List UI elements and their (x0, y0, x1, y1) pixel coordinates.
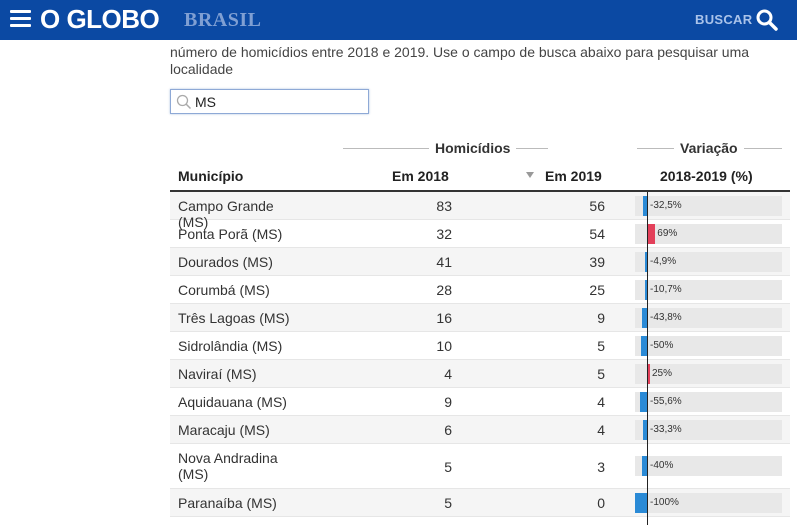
table-row: Naviraí (MS) 4 5 25% (170, 360, 790, 388)
table-row: Aquidauana (MS) 9 4 -55,6% (170, 388, 790, 416)
variation-bar-track: -32,5% (635, 196, 782, 216)
variation-bar-track: -100% (635, 493, 782, 513)
homicidios-2019: 4 (597, 422, 605, 438)
municipio-name: Aquidauana (MS) (178, 394, 287, 410)
column-header-municipio[interactable]: Município (178, 168, 244, 184)
homicidios-2018: 4 (444, 366, 452, 382)
homicidios-2019: 4 (597, 394, 605, 410)
municipio-name: Nova Andradina (MS) (178, 450, 278, 482)
homicidios-2019: 39 (589, 254, 605, 270)
variation-label: -4,9% (650, 256, 677, 267)
group-header-variacao: Variação (674, 140, 744, 156)
table-row: Dourados (MS) 41 39 -4,9% (170, 248, 790, 276)
variation-label: -43,8% (650, 312, 682, 323)
table-row: Três Lagoas (MS) 16 9 -43,8% (170, 304, 790, 332)
municipio-name: Ponta Porã (MS) (178, 226, 283, 242)
variation-bar (640, 392, 647, 412)
search-icon (176, 94, 192, 110)
variation-label: -10,7% (650, 284, 682, 295)
municipio-name: Paranaíba (MS) (178, 495, 277, 511)
municipio-name: Três Lagoas (MS) (178, 310, 290, 326)
variation-bar-track: -10,7% (635, 280, 782, 300)
variation-bar (641, 336, 647, 356)
variation-bar-track: -43,8% (635, 308, 782, 328)
homicidios-2018: 28 (436, 282, 452, 298)
homicidios-2019: 5 (597, 338, 605, 354)
zero-axis-line (647, 192, 648, 525)
homicidios-2019: 9 (597, 310, 605, 326)
variation-label: -100% (650, 497, 679, 508)
table-row: Campo Grande (MS) 83 56 -32,5% (170, 192, 790, 230)
table-row: Sidrolândia (MS) 10 5 -50% (170, 332, 790, 360)
variation-bar (635, 493, 647, 513)
site-logo[interactable]: O GLOBO (40, 4, 160, 34)
search-label[interactable]: BUSCAR (695, 12, 753, 27)
column-header-variacao[interactable]: 2018-2019 (%) (660, 168, 753, 184)
variation-bar (642, 456, 647, 476)
homicidios-2019: 25 (589, 282, 605, 298)
variation-bar-track: 25% (635, 364, 782, 384)
variation-bar-track: 69% (635, 224, 782, 244)
municipio-name: Dourados (MS) (178, 254, 273, 270)
sort-descending-icon[interactable] (526, 172, 534, 178)
variation-bar (643, 196, 647, 216)
search-field[interactable] (170, 89, 369, 114)
hamburger-menu-icon[interactable] (10, 10, 31, 28)
table-row: Maracaju (MS) 6 4 -33,3% (170, 416, 790, 444)
variation-bar (645, 252, 647, 272)
variation-label: -40% (650, 460, 674, 471)
table-row: Nova Andradina (MS) 5 3 -40% (170, 444, 790, 489)
variation-label: 69% (657, 228, 678, 239)
homicidios-2018: 9 (444, 394, 452, 410)
variation-label: 25% (652, 368, 673, 379)
table-row: Corumbá (MS) 28 25 -10,7% (170, 276, 790, 304)
homicidios-2019: 5 (597, 366, 605, 382)
variation-bar-track: -33,3% (635, 420, 782, 440)
table-row: Ponta Porã (MS) 32 54 69% (170, 220, 790, 248)
variation-bar (643, 420, 647, 440)
variation-bar (647, 364, 650, 384)
homicidios-2018: 10 (436, 338, 452, 354)
homicidios-2018: 6 (444, 422, 452, 438)
variation-bar-track: -40% (635, 456, 782, 476)
search-icon[interactable] (755, 8, 779, 32)
variation-bar-track: -4,9% (635, 252, 782, 272)
municipio-name: Campo Grande (MS) (178, 198, 274, 230)
variation-bar-track: -55,6% (635, 392, 782, 412)
header-underline (170, 190, 790, 192)
section-title[interactable]: BRASIL (184, 9, 262, 31)
variation-label: -55,6% (650, 396, 682, 407)
municipio-name: Maracaju (MS) (178, 422, 270, 438)
homicidios-2018: 41 (436, 254, 452, 270)
variation-label: -50% (650, 340, 674, 351)
homicidios-2018: 5 (444, 459, 452, 475)
column-header-2018[interactable]: Em 2018 (392, 168, 449, 184)
data-table-body: Campo Grande (MS) 83 56 -32,5% Ponta Porã (M… (170, 192, 790, 517)
homicidios-2019: 3 (597, 459, 605, 475)
intro-paragraph: número de homicídios entre 2018 e 2019. … (170, 44, 750, 77)
homicidios-2018: 83 (436, 198, 452, 214)
group-header-homicidios: Homicídios (429, 140, 517, 156)
variation-bar (641, 308, 647, 328)
homicidios-2019: 0 (597, 495, 605, 511)
column-header-2019[interactable]: Em 2019 (545, 168, 602, 184)
top-navigation-bar: O GLOBO BRASIL BUSCAR (0, 0, 797, 40)
homicidios-2018: 5 (444, 495, 452, 511)
homicidios-2018: 16 (436, 310, 452, 326)
variation-label: -33,3% (650, 424, 682, 435)
municipio-name: Sidrolândia (MS) (178, 338, 283, 354)
variation-bar (647, 224, 656, 244)
homicidios-2019: 54 (589, 226, 605, 242)
variation-bar (645, 280, 647, 300)
municipio-name: Naviraí (MS) (178, 366, 257, 382)
table-row: Paranaíba (MS) 5 0 -100% (170, 489, 790, 517)
search-input[interactable] (195, 93, 365, 111)
variation-bar-track: -50% (635, 336, 782, 356)
municipio-name: Corumbá (MS) (178, 282, 270, 298)
homicidios-2019: 56 (589, 198, 605, 214)
variation-label: -32,5% (650, 200, 682, 211)
homicidios-2018: 32 (436, 226, 452, 242)
